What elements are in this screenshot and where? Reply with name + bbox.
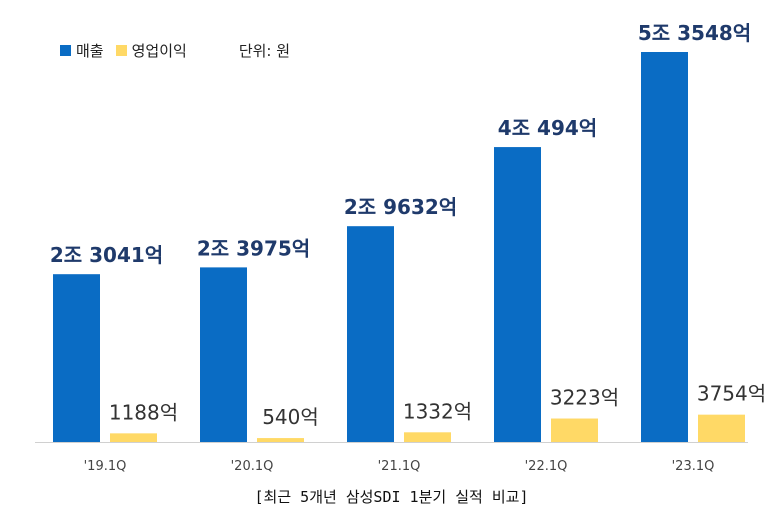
x-tick-label-3: '22.1Q bbox=[525, 459, 568, 474]
label-profit-4: 3754억 bbox=[697, 382, 766, 406]
legend-label-profit: 영업이익 bbox=[131, 42, 187, 60]
bar-revenue-0 bbox=[53, 274, 100, 442]
bars-group bbox=[53, 52, 745, 442]
x-tick-labels-group: '19.1Q '20.1Q '21.1Q '22.1Q '23.1Q bbox=[84, 459, 715, 474]
label-revenue-0: 2조 3041억 bbox=[50, 243, 163, 267]
chart-caption: [최근 5개년 삼성SDI 1분기 실적 비교] bbox=[254, 488, 529, 506]
unit-label: 단위: 원 bbox=[238, 42, 291, 60]
bar-revenue-2 bbox=[347, 226, 394, 442]
x-tick-label-1: '20.1Q bbox=[231, 459, 274, 474]
legend-swatch-revenue bbox=[60, 45, 71, 56]
bar-profit-4 bbox=[698, 414, 745, 442]
legend-label-revenue: 매출 bbox=[76, 42, 104, 60]
bar-profit-3 bbox=[551, 418, 598, 442]
bar-revenue-4 bbox=[641, 52, 688, 442]
bar-revenue-1 bbox=[200, 267, 247, 442]
label-revenue-1: 2조 3975억 bbox=[197, 236, 310, 260]
label-profit-0: 1188억 bbox=[109, 400, 178, 424]
bar-profit-2 bbox=[404, 432, 451, 442]
label-profit-1: 540억 bbox=[262, 405, 319, 429]
label-revenue-4: 5조 3548억 bbox=[638, 21, 751, 45]
legend-item-profit: 영업이익 bbox=[115, 40, 187, 61]
label-profit-3: 3223억 bbox=[550, 386, 619, 410]
label-profit-2: 1332억 bbox=[403, 399, 472, 423]
label-revenue-2: 2조 9632억 bbox=[344, 195, 457, 219]
data-labels-group: 2조 3041억 1188억 2조 3975억 540억 2조 9632억 1332억 4조… bbox=[50, 21, 766, 429]
x-tick-label-4: '23.1Q bbox=[672, 459, 715, 474]
legend-swatch-profit bbox=[115, 45, 127, 56]
legend-item-revenue: 매출 bbox=[60, 40, 104, 61]
bar-revenue-3 bbox=[494, 147, 541, 442]
x-tick-label-0: '19.1Q bbox=[84, 459, 127, 474]
legend: 매출 영업이익 단위: 원 bbox=[60, 40, 290, 61]
bar-profit-0 bbox=[110, 433, 157, 442]
label-revenue-3: 4조 494억 bbox=[498, 116, 597, 140]
x-tick-label-2: '21.1Q bbox=[378, 459, 421, 474]
bar-profit-1 bbox=[257, 438, 304, 442]
